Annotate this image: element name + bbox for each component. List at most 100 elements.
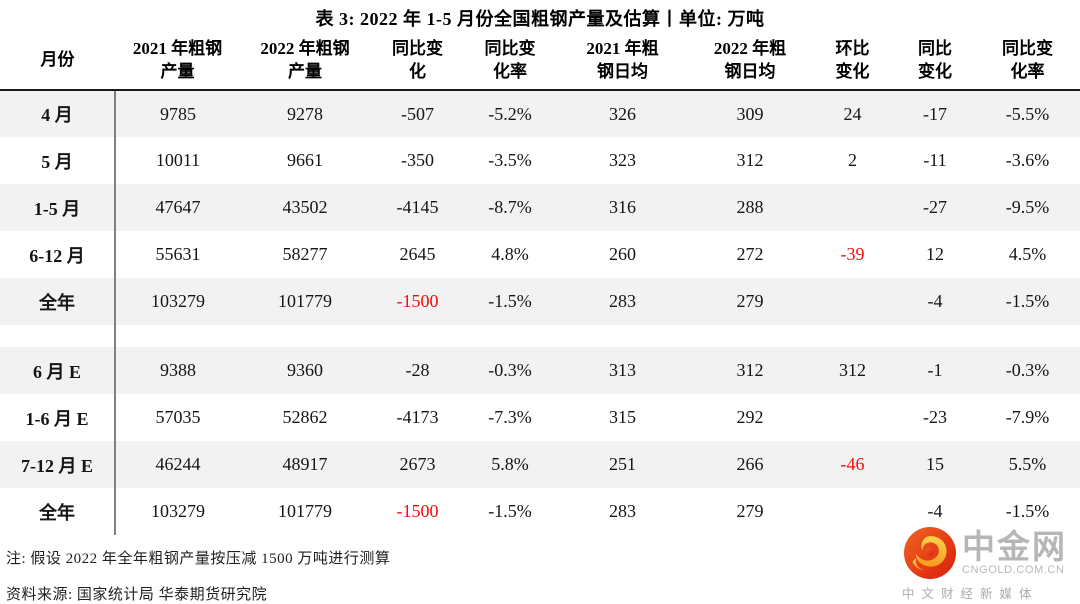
table-cell: 312 (839, 360, 866, 380)
cngold-logo: 中金网 CNGOLD.COM.CN 中文财经新媒体 (902, 525, 1074, 602)
table-cell: 5.8% (491, 454, 529, 474)
table-title: 表 3: 2022 年 1-5 月份全国粗钢产量及估算丨单位: 万吨 (315, 9, 765, 29)
table-spacer-row (0, 325, 1080, 347)
table-cell: 15 (926, 454, 944, 474)
table-cell: -11 (923, 150, 947, 170)
table-cell: -1.5% (488, 501, 532, 521)
table-cell: -5.2% (488, 103, 532, 124)
header-2021-output: 2021 年粗钢 产量 (115, 32, 240, 91)
table-header: 月份 2021 年粗钢 产量 2022 年粗钢 产量 同比变 化 同比变 化率 … (0, 32, 1080, 91)
steel-production-table: 月份 2021 年粗钢 产量 2022 年粗钢 产量 同比变 化 同比变 化率 … (0, 32, 1080, 535)
table-cell: -46 (840, 454, 865, 474)
table-cell: -4173 (396, 407, 439, 427)
row-label: 全年 (0, 278, 116, 325)
table-cell: 43502 (282, 197, 328, 217)
cngold-logo-text: 中金网 CNGOLD.COM.CN (962, 530, 1067, 576)
row-label: 5 月 (0, 137, 116, 184)
table-row: 7-12 月 E 46244 48917 2673 5.8% 251 266 -46 15 5.5… (0, 441, 1080, 488)
table-cell: -3.5% (488, 150, 532, 170)
table-cell: -350 (401, 150, 434, 170)
table-cell: 2673 (399, 454, 436, 474)
footnotes: 注: 假设 2022 年全年粗钢产量按压减 1500 万吨进行测算 资料来源: … (6, 547, 1080, 604)
table-cell: 46244 (155, 454, 201, 474)
table-cell: 272 (736, 244, 764, 264)
table-cell: 312 (736, 150, 764, 170)
table-cell: 57035 (155, 407, 201, 427)
table-cell: -0.3% (488, 360, 532, 380)
table-cell: 279 (736, 291, 764, 311)
table-cell: -7.3% (488, 407, 532, 427)
source-note: 资料来源: 国家统计局 华泰期货研究院 (6, 587, 268, 603)
cngold-logo-row: 中金网 CNGOLD.COM.CN (902, 525, 1074, 581)
table-cell: 251 (609, 454, 636, 474)
table-cell: 283 (609, 501, 636, 521)
table-cell: -9.5% (1005, 197, 1050, 217)
table-cell: 288 (736, 197, 764, 217)
cngold-logo-name: 中金网 (962, 528, 1067, 565)
table-cell: -4145 (396, 197, 439, 217)
header-yoy-change-rate-daily: 同比变 化率 (975, 32, 1080, 91)
table-cell: 9278 (287, 103, 323, 124)
cngold-swirl-icon (904, 527, 956, 579)
table-row: 6 月 E 9388 9360 -28 -0.3% 313 312 312 -1 -0.3% (0, 347, 1080, 394)
table-cell: 2 (848, 150, 857, 170)
table-cell: 283 (609, 291, 636, 311)
table-cell: -0.3% (1005, 360, 1050, 380)
table-cell: -27 (923, 197, 947, 217)
table-cell: 9360 (287, 360, 323, 380)
table-cell: 2645 (399, 244, 436, 264)
cngold-logo-tagline: 中文财经新媒体 (902, 587, 1039, 601)
row-label: 7-12 月 E (0, 441, 116, 488)
table-cell: -17 (923, 103, 947, 124)
table-cell: -1500 (396, 501, 439, 521)
table-cell: -7.9% (1005, 407, 1050, 427)
table-cell: 279 (736, 501, 764, 521)
table-cell: 101779 (278, 501, 332, 521)
table-cell: -1.5% (1005, 291, 1050, 311)
header-2021-daily-avg: 2021 年粗 钢日均 (555, 32, 690, 91)
table-cell (810, 184, 895, 231)
table-row: 4 月 9785 9278 -507 -5.2% 326 309 24 -17 -5.5% (0, 90, 1080, 137)
table-row: 5 月 10011 9661 -350 -3.5% 323 312 2 -11 -3.6% (0, 137, 1080, 184)
table-cell: 9785 (160, 103, 196, 124)
table-cell: 10011 (155, 150, 201, 170)
table-row: 全年 103279 101779 -1500 -1.5% 283 279 -4 -1.5% (0, 278, 1080, 325)
cngold-logo-domain: CNGOLD.COM.CN (962, 564, 1065, 576)
table-cell: -5.5% (1005, 103, 1050, 124)
table-cell: 103279 (151, 501, 205, 521)
row-label: 1-5 月 (0, 184, 116, 231)
table-cell: -3.6% (1005, 150, 1050, 170)
assumption-note: 注: 假设 2022 年全年粗钢产量按压减 1500 万吨进行测算 (6, 551, 391, 567)
table-row: 全年 103279 101779 -1500 -1.5% 283 279 -4 -1.5% (0, 488, 1080, 535)
table-cell: 5.5% (1008, 454, 1047, 474)
table-cell: -507 (401, 103, 434, 124)
table-cell: 9661 (287, 150, 323, 170)
spacer-cell (115, 325, 1080, 347)
header-mom-change: 环比 变化 (810, 32, 895, 91)
table-cell (810, 394, 895, 441)
table-cell (810, 278, 895, 325)
table-cell: 292 (736, 407, 764, 427)
table-cell: 312 (736, 360, 764, 380)
table-header-row: 月份 2021 年粗钢 产量 2022 年粗钢 产量 同比变 化 同比变 化率 … (0, 32, 1080, 91)
header-yoy-change-daily: 同比 变化 (895, 32, 975, 91)
table-cell: -28 (405, 360, 430, 380)
table-cell: 103279 (151, 291, 205, 311)
table-cell: 309 (736, 103, 764, 124)
table-cell: 323 (609, 150, 636, 170)
row-label: 4 月 (0, 90, 116, 137)
table-cell: 4.8% (491, 244, 529, 264)
table-cell: 315 (609, 407, 636, 427)
table-spacer (0, 325, 1080, 347)
header-yoy-change: 同比变 化 (370, 32, 465, 91)
table-cell: -1500 (396, 291, 439, 311)
table-row: 6-12 月 55631 58277 2645 4.8% 260 272 -39 12 4.5% (0, 231, 1080, 278)
spacer-cell (0, 325, 116, 347)
table-cell: 58277 (282, 244, 328, 264)
row-label: 6-12 月 (0, 231, 116, 278)
table-group-estimate: 6 月 E 9388 9360 -28 -0.3% 313 312 312 -1 -0.3% 1-6… (0, 347, 1080, 535)
table-cell: -8.7% (488, 197, 532, 217)
table-cell: 101779 (278, 291, 332, 311)
table-cell: 52862 (282, 407, 328, 427)
